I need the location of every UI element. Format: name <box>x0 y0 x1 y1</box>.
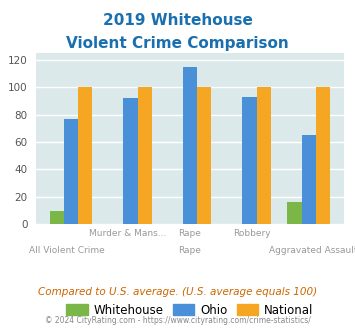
Bar <box>316 87 330 224</box>
Text: Robbery: Robbery <box>233 229 271 238</box>
Text: Murder & Mans...: Murder & Mans... <box>89 229 167 238</box>
Bar <box>197 87 211 224</box>
Bar <box>78 87 92 224</box>
Text: Rape: Rape <box>179 229 201 238</box>
Legend: Whitehouse, Ohio, National: Whitehouse, Ohio, National <box>62 299 318 321</box>
Bar <box>50 211 64 224</box>
Text: Aggravated Assault: Aggravated Assault <box>269 246 355 255</box>
Text: 2019 Whitehouse: 2019 Whitehouse <box>103 13 252 28</box>
Bar <box>64 119 78 224</box>
Bar <box>138 87 152 224</box>
Text: Violent Crime Comparison: Violent Crime Comparison <box>66 36 289 51</box>
Text: Compared to U.S. average. (U.S. average equals 100): Compared to U.S. average. (U.S. average … <box>38 287 317 297</box>
Bar <box>183 67 197 224</box>
Bar <box>242 97 257 224</box>
Bar <box>123 98 138 224</box>
Text: Rape: Rape <box>179 246 201 255</box>
Text: All Violent Crime: All Violent Crime <box>28 246 104 255</box>
Bar <box>288 202 302 224</box>
Bar <box>302 135 316 224</box>
Bar <box>257 87 271 224</box>
Text: © 2024 CityRating.com - https://www.cityrating.com/crime-statistics/: © 2024 CityRating.com - https://www.city… <box>45 316 310 325</box>
